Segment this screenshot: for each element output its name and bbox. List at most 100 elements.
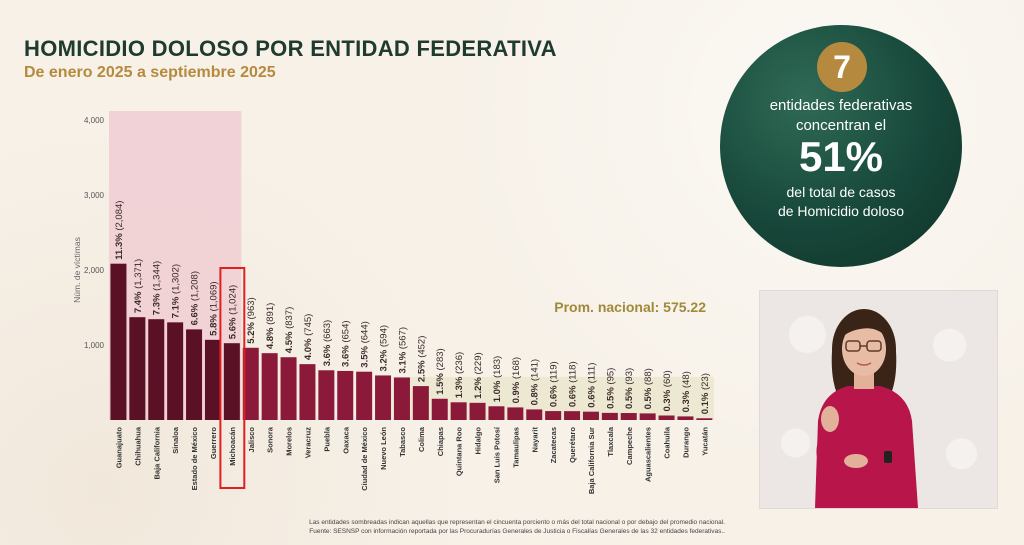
bar-data-label: 1.5% (283) — [435, 348, 446, 394]
category-label: Quintana Roo — [455, 427, 464, 477]
summary-line-3: del total de casos — [786, 184, 896, 200]
category-label: Veracruz — [303, 427, 312, 459]
bar — [356, 371, 373, 420]
category-label: Chihuahua — [133, 426, 142, 466]
page-title: HOMICIDIO DOLOSO POR ENTIDAD FEDERATIVA — [24, 36, 557, 61]
bar — [431, 398, 448, 420]
bar-value-label: (118) — [568, 361, 579, 382]
category-label: Durango — [681, 427, 690, 458]
bar-value-label: (229) — [473, 352, 484, 374]
bar-data-label: 0.8% (141) — [530, 359, 541, 405]
bar-data-label: 5.6% (1,024) — [227, 285, 238, 339]
category-label: Guanajuato — [114, 427, 123, 469]
bar-value-label: (1,208) — [190, 271, 201, 301]
bar-percent-label: 0.3% — [681, 388, 692, 412]
bar-value-label: (837) — [284, 307, 295, 329]
category-label: Tamaulipas — [511, 427, 520, 468]
bar-data-label: 7.1% (1,302) — [171, 264, 182, 318]
category-label: Querétaro — [568, 427, 577, 463]
category-label: Colima — [417, 426, 426, 452]
bar-data-label: 0.6% (119) — [549, 361, 560, 407]
bar-percent-label: 2.5% — [416, 358, 427, 382]
bar-value-label: (93) — [624, 368, 635, 385]
y-axis-title: Núm. de víctimas — [72, 237, 82, 303]
bar-value-label: (745) — [303, 314, 314, 336]
bar — [526, 409, 543, 420]
category-label: Coahuila — [663, 426, 672, 458]
bar-data-label: 7.3% (1,344) — [152, 261, 163, 315]
bar-data-label: 4.8% (891) — [265, 303, 276, 349]
bar-value-label: (1,344) — [152, 261, 163, 291]
category-label: Puebla — [322, 426, 331, 451]
bar-percent-label: 0.6% — [568, 383, 579, 407]
bar — [507, 407, 524, 420]
bar-value-label: (23) — [700, 373, 711, 390]
summary-percent: 51% — [798, 133, 884, 180]
y-tick-label: 4,000 — [84, 116, 105, 125]
category-label: Chiapas — [436, 427, 445, 456]
bar-data-label: 1.2% (229) — [473, 352, 484, 398]
bar — [318, 370, 335, 420]
category-label: Tabasco — [398, 427, 407, 457]
bar-value-label: (963) — [246, 297, 257, 319]
category-label: Jalisco — [247, 427, 256, 453]
bar-value-label: (567) — [397, 327, 408, 349]
bar-percent-label: 3.1% — [397, 349, 408, 373]
category-label: Guerrero — [209, 427, 218, 460]
bar-data-label: 0.9% (168) — [511, 357, 522, 403]
bar-value-label: (236) — [454, 352, 465, 374]
category-label: Hidalgo — [474, 427, 483, 455]
bar-data-label: 11.3% (2,084) — [114, 201, 125, 260]
bar — [620, 413, 637, 420]
bar — [393, 377, 410, 420]
bar-percent-label: 7.4% — [133, 289, 144, 313]
bar-value-label: (891) — [265, 303, 276, 325]
bar-data-label: 5.8% (1,069) — [208, 281, 219, 335]
bar — [167, 322, 184, 420]
bar-data-label: 5.2% (963) — [246, 297, 257, 343]
bar-percent-label: 0.5% — [643, 385, 654, 409]
bar — [677, 416, 694, 420]
page-subtitle: De enero 2025 a septiembre 2025 — [24, 64, 276, 81]
bar-percent-label: 5.2% — [246, 319, 257, 343]
bar-data-label: 0.1% (23) — [700, 373, 711, 414]
summary-line-2: concentran el — [795, 117, 887, 134]
bar — [129, 317, 146, 420]
bar — [337, 370, 354, 420]
bar-data-label: 4.5% (837) — [284, 307, 295, 353]
bar — [696, 418, 713, 420]
bar-data-label: 0.6% (111) — [586, 363, 597, 408]
y-tick-label: 3,000 — [84, 191, 105, 200]
bar-percent-label: 1.0% — [492, 378, 503, 402]
category-label: Nuevo León — [379, 427, 388, 470]
bar-value-label: (48) — [681, 371, 692, 388]
category-label: Tlaxcala — [606, 426, 615, 456]
bar-chart: 1,000 2,000 3,000 4,000 Núm. de víctimas 11.3… — [72, 111, 714, 494]
bar-percent-label: 3.5% — [360, 343, 371, 367]
y-tick-label: 1,000 — [84, 341, 105, 350]
bar — [450, 402, 467, 420]
bar — [639, 413, 656, 420]
bar-data-label: 0.5% (93) — [624, 368, 635, 409]
bar — [469, 402, 486, 420]
bar-percent-label: 5.8% — [208, 312, 219, 336]
bar-value-label: (60) — [662, 370, 673, 387]
bar-value-label: (594) — [379, 325, 390, 347]
category-label: San Luis Potosí — [492, 426, 501, 483]
category-label: Michoacán — [228, 427, 237, 466]
bar-value-label: (283) — [435, 348, 446, 370]
category-label: Campeche — [625, 427, 634, 465]
bar-percent-label: 6.6% — [190, 301, 201, 325]
bar-data-label: 1.0% (183) — [492, 356, 503, 402]
category-label: Baja California Sur — [587, 427, 596, 494]
summary-circle: 7 entidades federativas concentran el 51… — [720, 25, 962, 267]
bar-value-label: (141) — [530, 359, 541, 381]
summary-line-1: entidades federativas — [769, 97, 913, 114]
bar — [658, 415, 675, 420]
bar-value-label: (1,371) — [133, 259, 144, 289]
category-label: Oaxaca — [341, 426, 350, 454]
bar-value-label: (95) — [605, 368, 616, 385]
bar-percent-label: 4.8% — [265, 325, 276, 349]
average-label: Prom. nacional: 575.22 — [554, 299, 706, 315]
bar-percent-label: 1.2% — [473, 375, 484, 399]
